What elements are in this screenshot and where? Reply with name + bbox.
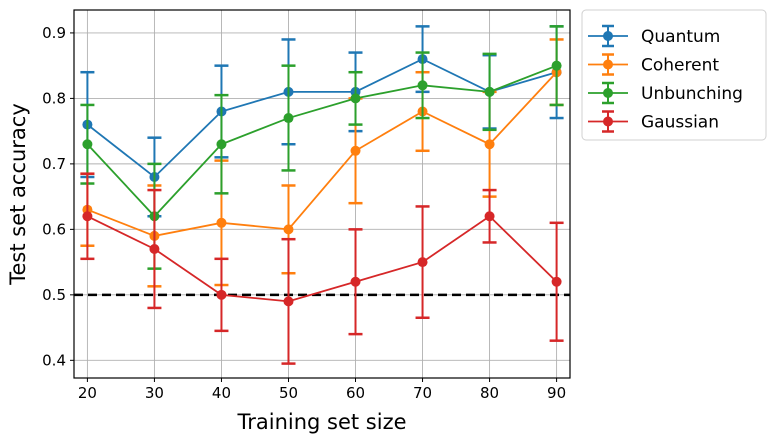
y-axis-label: Test set accuracy <box>6 103 30 286</box>
legend-label: Gaussian <box>641 113 719 133</box>
x-tick-label: 40 <box>212 384 231 402</box>
y-tick-label: 0.7 <box>42 155 66 173</box>
data-point <box>484 139 495 150</box>
axes-frame <box>73 9 571 379</box>
x-tick-label: 30 <box>145 384 164 402</box>
data-point <box>417 257 428 268</box>
data-point <box>82 139 93 150</box>
data-point <box>350 93 361 104</box>
series-line <box>86 58 557 179</box>
x-tick-label: 90 <box>547 384 566 402</box>
series-line <box>87 71 558 237</box>
x-tick-label: 50 <box>279 384 298 402</box>
legend-label: Unbunching <box>641 84 743 104</box>
data-point <box>417 80 428 91</box>
y-tick-label: 0.8 <box>42 89 66 107</box>
data-point <box>484 86 495 97</box>
data-point <box>551 60 562 71</box>
data-point <box>216 217 227 228</box>
series-layer <box>80 25 564 365</box>
series-gaussian <box>80 172 564 365</box>
legend-marker <box>603 59 613 70</box>
data-point <box>82 211 93 222</box>
data-point <box>484 211 495 222</box>
legend: Quantum Coherent Unbunching Gaussian <box>581 9 767 141</box>
legend-marker <box>603 116 613 127</box>
data-point <box>283 224 294 235</box>
data-point <box>216 289 227 300</box>
ticks: 20 30 40 50 60 70 80 90 0.4 0.5 0.6 0.7 0.8 0.9 <box>42 24 566 402</box>
data-point <box>283 113 294 124</box>
legend-label: Quantum <box>641 27 720 47</box>
data-point <box>149 244 160 255</box>
y-tick-label: 0.9 <box>42 24 66 42</box>
series-line <box>86 64 557 218</box>
legend-marker <box>603 31 613 41</box>
grid <box>74 10 570 378</box>
data-point <box>216 139 227 150</box>
x-tick-label: 60 <box>346 384 365 402</box>
legend-box <box>581 9 767 141</box>
legend-marker <box>603 88 613 98</box>
data-point <box>283 296 294 307</box>
x-tick-label: 70 <box>413 384 432 402</box>
x-tick-label: 20 <box>78 384 97 402</box>
series-line <box>87 215 558 303</box>
y-tick-label: 0.5 <box>42 286 66 304</box>
data-point <box>350 276 361 287</box>
legend-label: Coherent <box>641 56 719 76</box>
x-tick-label: 80 <box>480 384 499 402</box>
y-tick-label: 0.4 <box>42 351 66 369</box>
y-tick-label: 0.6 <box>42 220 66 238</box>
data-point <box>551 276 562 287</box>
data-point <box>350 145 361 156</box>
x-axis-label: Training set size <box>236 410 406 434</box>
